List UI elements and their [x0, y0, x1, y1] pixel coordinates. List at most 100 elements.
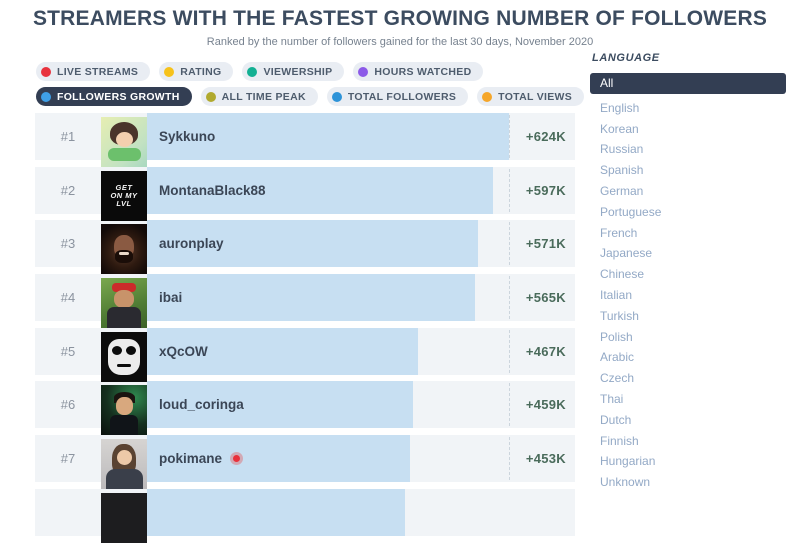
- language-option[interactable]: Japanese: [590, 243, 786, 264]
- language-option[interactable]: Dutch: [590, 410, 786, 431]
- followers-growth-bar: [147, 113, 509, 160]
- avatar-decor: [112, 283, 136, 293]
- streamers-ranking-page: { "header": { "title": "STREAMERS WITH T…: [0, 0, 800, 492]
- avatar-decor: [117, 363, 131, 367]
- followers-growth-bar: [147, 488, 405, 536]
- followers-growth-value: +459K: [525, 397, 566, 413]
- streamer-name-wrap: loud_coringa: [159, 381, 244, 428]
- language-option[interactable]: Portuguese: [590, 202, 786, 223]
- metric-filter-label: LIVE STREAMS: [57, 65, 139, 78]
- language-option[interactable]: English: [590, 98, 786, 119]
- language-option-label: French: [600, 225, 638, 240]
- avatar-decor: [116, 397, 133, 416]
- avatar-decor: [108, 148, 141, 161]
- language-option[interactable]: Turkish: [590, 306, 786, 327]
- language-option-label: German: [600, 183, 644, 198]
- streamer-name-link[interactable]: xQcOW: [159, 343, 208, 359]
- streamer-name-wrap: pokimane: [159, 435, 244, 482]
- rank-label: #3: [60, 236, 76, 252]
- metric-filter-pill[interactable]: HOURS WATCHED: [353, 62, 484, 81]
- language-option-label: All: [600, 76, 614, 90]
- avatar-logo-text: [101, 117, 147, 167]
- language-option[interactable]: Hungarian: [590, 451, 786, 472]
- language-option[interactable]: Spanish: [590, 160, 786, 181]
- followers-growth-value: +453K: [525, 451, 566, 467]
- language-option[interactable]: German: [590, 181, 786, 202]
- streamer-name-link[interactable]: pokimane: [159, 451, 223, 467]
- language-option[interactable]: Chinese: [590, 264, 786, 285]
- streamer-name-link[interactable]: ibai: [159, 290, 183, 306]
- metric-filter-pill[interactable]: TOTAL VIEWS: [477, 87, 585, 106]
- language-option[interactable]: Thai: [590, 389, 786, 410]
- avatar-logo-text: [101, 385, 147, 435]
- streamer-name-wrap: ibai: [159, 274, 182, 321]
- language-option[interactable]: Arabic: [590, 347, 786, 368]
- page-title: STREAMERS WITH THE FASTEST GROWING NUMBE…: [32, 7, 768, 30]
- streamer-name-wrap: Sykkuno: [159, 113, 215, 160]
- avatar-decor: [108, 338, 140, 375]
- language-option-label: Russian: [600, 142, 644, 157]
- metric-filter-pill[interactable]: RATING: [159, 62, 234, 81]
- language-panel-title: LANGUAGE: [592, 52, 660, 64]
- language-option-label: Turkish: [600, 308, 639, 323]
- rank-label: #2: [60, 182, 76, 198]
- table-row[interactable]: #3 auronplay +571K: [35, 220, 575, 275]
- table-row[interactable]: #7 pokimane +453K: [35, 435, 575, 490]
- language-option[interactable]: Czech: [590, 368, 786, 389]
- page-subtitle: Ranked by the number of followers gained…: [206, 36, 594, 48]
- metric-filter-pill[interactable]: FOLLOWERS GROWTH: [36, 87, 192, 106]
- streamer-name-link[interactable]: Sykkuno: [159, 129, 216, 144]
- streamer-name-link[interactable]: MontanaBlack88: [159, 182, 266, 198]
- avatar-logo-text: [101, 224, 147, 274]
- streamer-name-wrap: MontanaBlack88: [159, 167, 266, 214]
- metric-filter-pill[interactable]: TOTAL FOLLOWERS: [326, 87, 469, 106]
- table-row[interactable]: #2 GET ON MY LVL MontanaBlack88 +597K: [35, 166, 575, 221]
- followers-growth-value: +467K: [525, 343, 566, 359]
- streamer-name-link[interactable]: loud_coringa: [159, 397, 244, 413]
- rank-label: #4: [60, 290, 76, 306]
- avatar-decor: [106, 469, 143, 490]
- followers-growth-value: +597K: [525, 182, 566, 198]
- language-option-label: Korean: [600, 121, 639, 136]
- metric-color-dot-icon: [41, 91, 51, 102]
- followers-growth-bar: [147, 220, 479, 268]
- avatar-decor: [117, 450, 132, 466]
- streamer-name-wrap: xQcOW: [159, 328, 208, 375]
- streamer-name-wrap: auronplay: [159, 220, 224, 267]
- table-row[interactable]: #1 Sykkuno +624K: [35, 113, 575, 167]
- language-option-label: Chinese: [600, 267, 645, 282]
- table-row[interactable]: #4 ibai +565K: [35, 274, 575, 329]
- avatar-logo-text: [101, 439, 147, 489]
- metric-filter-pill[interactable]: ALL TIME PEAK: [200, 87, 318, 106]
- streamer-name-link[interactable]: auronplay: [159, 236, 224, 252]
- avatar-decor: [116, 132, 133, 147]
- language-option[interactable]: Korean: [590, 119, 786, 140]
- language-option[interactable]: French: [590, 223, 786, 244]
- metric-filter-pill[interactable]: LIVE STREAMS: [36, 62, 151, 81]
- streamer-avatar: [101, 278, 147, 329]
- metric-color-dot-icon: [247, 66, 258, 77]
- language-option-list: All English Korean Russian Spanish Germa…: [590, 73, 786, 493]
- language-option[interactable]: Finnish: [590, 431, 786, 452]
- metric-filter-pill[interactable]: VIEWERSHIP: [242, 62, 345, 81]
- followers-growth-bar: [147, 435, 410, 483]
- metric-filter-label: VIEWERSHIP: [263, 65, 333, 78]
- language-option[interactable]: Unknown: [590, 472, 786, 493]
- rank-label: #6: [60, 397, 76, 413]
- metric-color-dot-icon: [205, 91, 216, 102]
- language-option[interactable]: Russian: [590, 139, 786, 160]
- metric-filter-bar: LIVE STREAMS RATING VIEWERSHIP HOURS WAT…: [36, 62, 588, 106]
- language-option[interactable]: All: [590, 73, 786, 94]
- table-row-partial: [35, 488, 575, 543]
- followers-growth-value: +565K: [525, 290, 566, 306]
- table-row[interactable]: #6 loud_coringa +459K: [35, 381, 575, 436]
- table-row[interactable]: #5 xQcOW +467K: [35, 327, 575, 382]
- ranking-list: #1 Sykkuno +624K #2 GET ON MY L: [35, 113, 575, 543]
- language-option-label: Hungarian: [600, 454, 656, 469]
- avatar-decor: [110, 415, 138, 436]
- language-option-label: Portuguese: [600, 204, 662, 219]
- language-option[interactable]: Polish: [590, 327, 786, 348]
- language-option[interactable]: Italian: [590, 285, 786, 306]
- metric-color-dot-icon: [41, 66, 51, 77]
- language-option-label: English: [600, 100, 640, 115]
